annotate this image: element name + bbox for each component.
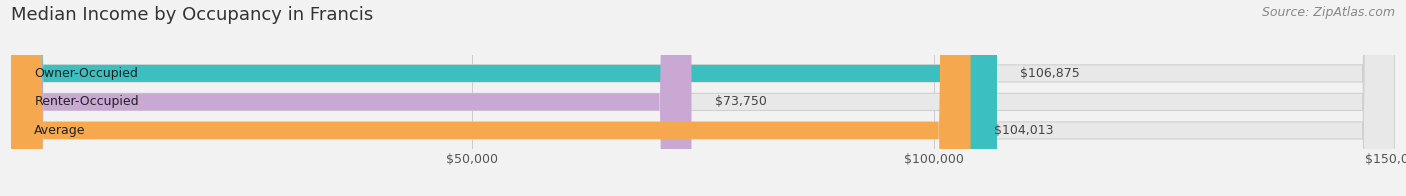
Text: Renter-Occupied: Renter-Occupied [34,95,139,108]
Text: $104,013: $104,013 [994,124,1053,137]
FancyBboxPatch shape [11,0,1395,196]
Text: $106,875: $106,875 [1021,67,1080,80]
FancyBboxPatch shape [11,0,970,196]
Text: Owner-Occupied: Owner-Occupied [34,67,138,80]
FancyBboxPatch shape [11,0,997,196]
FancyBboxPatch shape [11,0,692,196]
Text: Average: Average [34,124,86,137]
Text: Median Income by Occupancy in Francis: Median Income by Occupancy in Francis [11,6,374,24]
FancyBboxPatch shape [11,0,1395,196]
Text: $73,750: $73,750 [714,95,766,108]
FancyBboxPatch shape [11,0,1395,196]
Text: Source: ZipAtlas.com: Source: ZipAtlas.com [1261,6,1395,19]
